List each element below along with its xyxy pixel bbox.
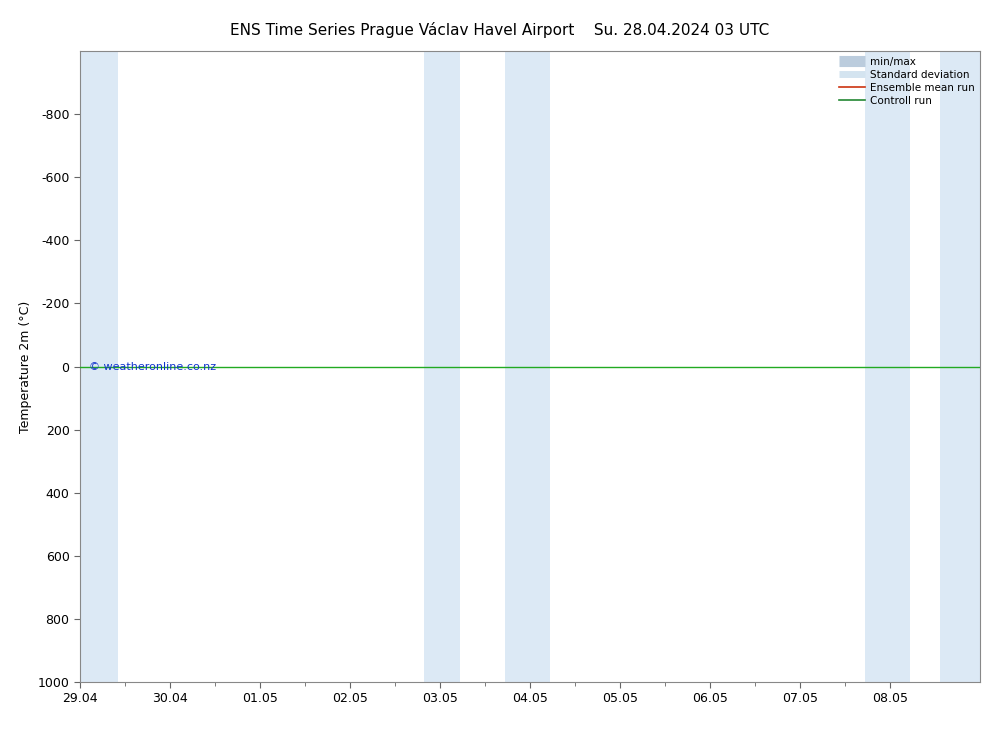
Bar (505, 51, 550, 682)
Text: ENS Time Series Prague Václav Havel Airport    Su. 28.04.2024 03 UTC: ENS Time Series Prague Václav Havel Airp… (230, 22, 770, 38)
Legend: min/max, Standard deviation, Ensemble mean run, Controll run: min/max, Standard deviation, Ensemble me… (839, 56, 975, 106)
Bar (865, 51, 910, 682)
Bar (424, 51, 460, 682)
Bar (80, 51, 118, 682)
Bar (940, 51, 980, 682)
Y-axis label: Temperature 2m (°C): Temperature 2m (°C) (19, 301, 32, 432)
Text: © weatheronline.co.nz: © weatheronline.co.nz (89, 361, 216, 372)
